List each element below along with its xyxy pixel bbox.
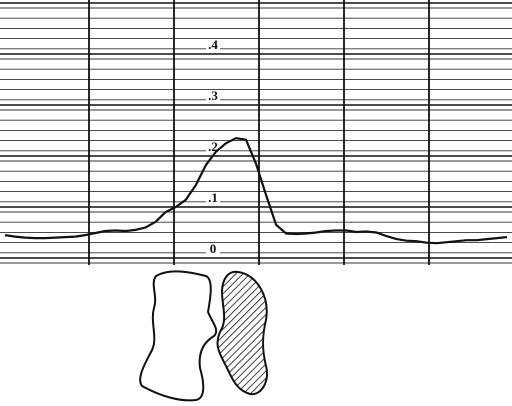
- y-tick-label: .5: [208, 0, 218, 1]
- outline-shape: [140, 271, 216, 400]
- hatched-shape: [218, 272, 268, 394]
- figure: 0.1.2.3.4.5: [0, 0, 512, 406]
- y-tick-label: 0: [210, 241, 217, 256]
- grid-paper: [0, 0, 512, 265]
- trace: [5, 138, 507, 243]
- y-tick-label: .1: [208, 190, 218, 205]
- y-tick-label: .3: [208, 88, 218, 103]
- y-tick-label: .4: [208, 37, 218, 52]
